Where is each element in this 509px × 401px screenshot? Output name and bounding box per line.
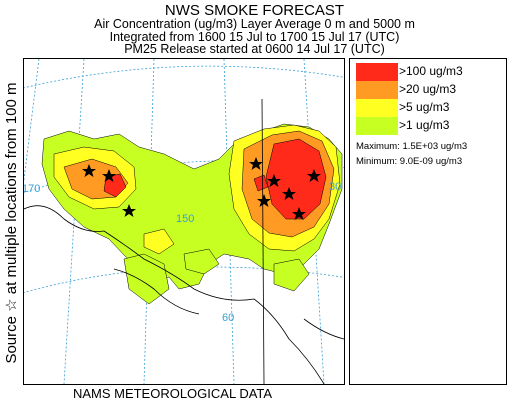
legend-swatch-green: [356, 117, 398, 135]
legend-label: >100 ug/m3: [399, 64, 463, 78]
source-side-label: Source ☆ at multiple locations from 100 …: [0, 58, 22, 388]
map-canvas: 170 150 60 30: [24, 59, 344, 384]
source-marker: [102, 169, 116, 182]
legend-label: >20 ug/m3: [399, 82, 457, 96]
smoke-yellow: [143, 228, 175, 255]
coastlines: [24, 98, 344, 384]
smoke-green: [183, 248, 220, 275]
source-markers: [82, 157, 321, 220]
source-marker: [307, 169, 321, 182]
smoke-map: 170 150 60 30: [23, 58, 345, 385]
legend-swatch-yellow: [356, 99, 398, 117]
source-marker: [122, 204, 136, 217]
smoke-red: [103, 173, 127, 198]
lat-label-60: 60: [222, 312, 234, 324]
release-start: PM25 Release started at 0600 14 Jul 17 (…: [124, 42, 385, 56]
forecast-title: NWS SMOKE FORECAST: [164, 2, 345, 19]
legend-minimum: Minimum: 9.0E-09 ug/m3: [356, 156, 463, 167]
legend-label: >1 ug/m3: [399, 118, 450, 132]
legend-swatch-orange: [356, 81, 398, 99]
source-marker: [292, 207, 306, 220]
lon-label-170: 170: [24, 183, 40, 195]
lon-label-150: 150: [176, 213, 194, 225]
source-side-label-text: Source ☆ at multiple locations from 100 …: [3, 82, 20, 364]
smoke-red-layer: [103, 138, 327, 220]
concentration-subtitle: Air Concentration (ug/m3) Layer Average …: [94, 17, 415, 31]
integration-period: Integrated from 1600 15 Jul to 1700 15 J…: [109, 30, 400, 44]
source-marker: [267, 174, 281, 187]
legend-panel: >100 ug/m3 >20 ug/m3 >5 ug/m3 >1 ug/m3 M…: [349, 58, 507, 385]
source-marker: [82, 164, 96, 177]
smoke-green: [273, 258, 310, 292]
legend-maximum: Maximum: 1.5E+03 ug/m3: [356, 141, 468, 152]
lon-label-130: 30: [329, 181, 341, 193]
source-marker: [282, 187, 296, 200]
smoke-red: [253, 174, 269, 192]
source-marker: [249, 157, 263, 170]
met-data-footer: NAMS METEOROLOGICAL DATA: [72, 386, 273, 401]
legend-swatch-red: [356, 63, 398, 81]
legend-label: >5 ug/m3: [399, 100, 450, 114]
smoke-red: [265, 138, 327, 220]
source-marker: [257, 194, 271, 207]
